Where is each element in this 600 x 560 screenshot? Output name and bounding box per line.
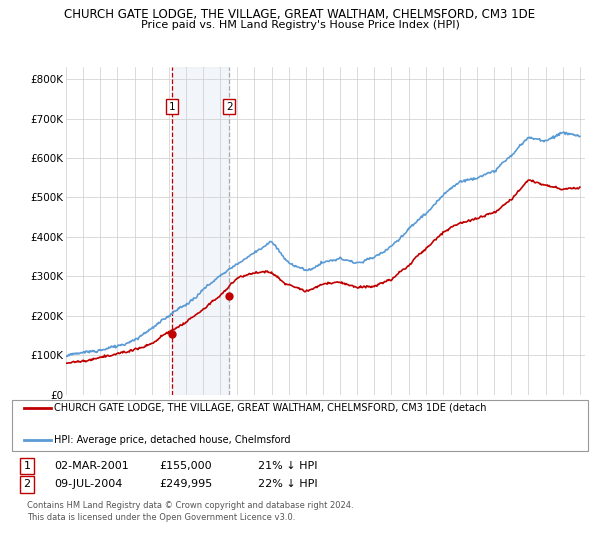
Bar	[172, 67, 229, 395]
Text: £155,000: £155,000	[159, 461, 212, 471]
Text: 02-MAR-2001: 02-MAR-2001	[54, 461, 129, 471]
Text: 1: 1	[169, 102, 175, 111]
Text: 21% ↓ HPI: 21% ↓ HPI	[258, 461, 317, 471]
Text: 1: 1	[23, 461, 31, 471]
Text: 09-JUL-2004: 09-JUL-2004	[54, 479, 122, 489]
Text: Price paid vs. HM Land Registry's House Price Index (HPI): Price paid vs. HM Land Registry's House …	[140, 20, 460, 30]
Text: 2: 2	[226, 102, 232, 111]
Text: CHURCH GATE LODGE, THE VILLAGE, GREAT WALTHAM, CHELMSFORD, CM3 1DE (detach: CHURCH GATE LODGE, THE VILLAGE, GREAT WA…	[54, 403, 487, 413]
Text: Contains HM Land Registry data © Crown copyright and database right 2024.
This d: Contains HM Land Registry data © Crown c…	[27, 501, 353, 522]
Text: £249,995: £249,995	[159, 479, 212, 489]
Text: 2: 2	[23, 479, 31, 489]
Text: 22% ↓ HPI: 22% ↓ HPI	[258, 479, 317, 489]
Text: CHURCH GATE LODGE, THE VILLAGE, GREAT WALTHAM, CHELMSFORD, CM3 1DE: CHURCH GATE LODGE, THE VILLAGE, GREAT WA…	[64, 8, 536, 21]
Text: HPI: Average price, detached house, Chelmsford: HPI: Average price, detached house, Chel…	[54, 435, 290, 445]
